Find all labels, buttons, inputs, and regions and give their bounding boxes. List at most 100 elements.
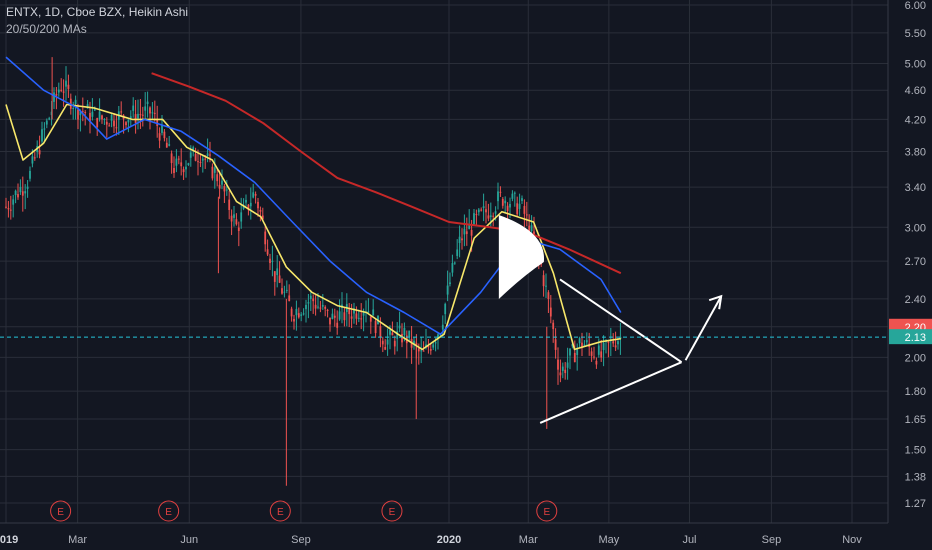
candle-body (477, 209, 480, 213)
candle-body (230, 215, 233, 222)
candle-body (132, 105, 135, 111)
y-tick-label: 3.40 (905, 182, 926, 194)
candle-body (525, 214, 528, 216)
earnings-marker[interactable]: E (536, 500, 558, 522)
candle-body (67, 84, 70, 89)
candle-body (602, 342, 605, 351)
candle-body (552, 322, 555, 330)
candle-body (581, 342, 583, 348)
candle-body (336, 322, 339, 328)
chart-header: ENTX, 1D, Cboe BZX, Heikin Ashi 20/50/20… (6, 4, 188, 38)
candle-body (557, 359, 559, 370)
candle-body (590, 351, 593, 356)
candle-body (302, 313, 305, 315)
candle-body (12, 199, 15, 205)
candle-body (153, 112, 156, 114)
candle-body (396, 331, 399, 339)
candle-body (451, 263, 454, 273)
candle-body (57, 89, 60, 93)
earnings-marker[interactable]: E (158, 500, 180, 522)
candle-body (300, 314, 303, 316)
candle-body (417, 348, 420, 352)
x-tick-label: Jun (180, 534, 198, 546)
candle-body (165, 142, 168, 148)
candle-body (125, 122, 127, 126)
candle-body (463, 228, 466, 235)
candle-body (110, 114, 113, 121)
candle-body (379, 326, 382, 338)
earnings-marker-label: E (389, 507, 396, 518)
candle-body (513, 192, 516, 194)
candle-body (314, 304, 317, 309)
candle-body (547, 292, 550, 299)
candle-body (384, 346, 387, 350)
candle-body (295, 308, 298, 316)
x-tick-label: Nov (842, 534, 862, 546)
y-tick-label: 2.70 (905, 256, 926, 268)
candle-body (5, 206, 7, 208)
candle-body (127, 119, 130, 123)
candle-body (9, 209, 12, 211)
candle-body (398, 325, 401, 329)
candle-body (595, 360, 598, 365)
candle-body (569, 348, 571, 356)
candle-body (489, 215, 492, 217)
candle-body (254, 194, 257, 196)
earnings-marker[interactable]: E (50, 500, 72, 522)
candle-body (120, 111, 123, 113)
triangle-upper-line (559, 278, 683, 364)
candle-body (593, 356, 595, 358)
earnings-marker[interactable]: E (269, 500, 291, 522)
candle-body (473, 213, 475, 225)
candle-body (600, 351, 603, 358)
candle-body (252, 192, 255, 198)
candle-body (549, 307, 552, 317)
candle-body (141, 114, 144, 116)
candle-body (482, 206, 485, 208)
candle-body (24, 191, 27, 194)
candle-body (475, 214, 478, 216)
candle-body (221, 180, 223, 185)
symbol-title[interactable]: ENTX, 1D, Cboe BZX, Heikin Ashi (6, 5, 189, 19)
price-badge-current (889, 329, 932, 345)
candle-body (427, 345, 430, 348)
candle-body (465, 231, 468, 234)
candle-body (168, 144, 171, 146)
earnings-marker-ring (269, 500, 291, 522)
candle-body (614, 345, 617, 348)
candle-body (578, 338, 581, 344)
candle-body (542, 275, 545, 287)
candle-body (293, 318, 295, 322)
y-tick-label: 5.00 (905, 58, 926, 70)
candle-body (204, 158, 207, 160)
candle-body (458, 236, 461, 244)
candle-body (561, 366, 564, 371)
candle-body (175, 158, 178, 166)
candle-body (494, 211, 497, 214)
candle-body (41, 129, 43, 142)
candle-body (273, 271, 276, 282)
candle-body (372, 309, 375, 316)
earnings-marker[interactable]: E (381, 500, 403, 522)
candle-body (264, 231, 267, 245)
x-tick-label: 2020 (437, 534, 461, 546)
indicator-label[interactable]: 20/50/200 MAs (6, 22, 87, 36)
candle-body (192, 147, 195, 150)
candle-body (249, 202, 252, 207)
candle-body (389, 330, 391, 335)
candle-body (218, 184, 221, 189)
candle-body (583, 344, 586, 346)
candle-body (173, 167, 175, 173)
candle-body (211, 166, 214, 179)
candle-body (461, 238, 463, 241)
candle-body (441, 324, 444, 330)
candle-body (115, 127, 118, 129)
candle-body (453, 262, 456, 264)
candle-body (350, 316, 353, 319)
candle-body (101, 115, 103, 120)
candle-body (271, 260, 274, 262)
candle-body (139, 114, 142, 116)
candle-body (355, 313, 358, 319)
annotations (498, 215, 723, 424)
